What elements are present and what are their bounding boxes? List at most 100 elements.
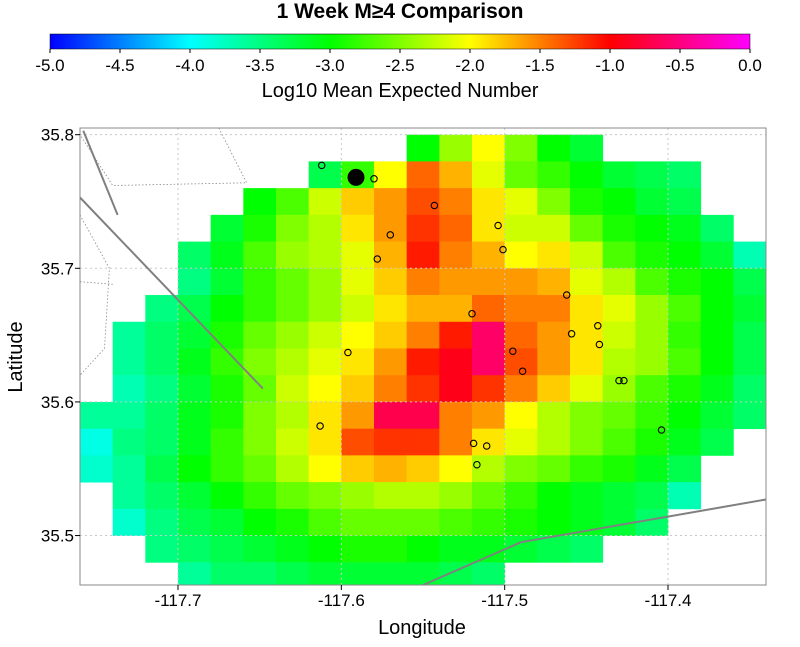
heatmap-cell <box>439 589 472 616</box>
heatmap-cell <box>406 375 440 403</box>
heatmap-cell <box>439 348 473 376</box>
heatmap-cell <box>472 562 506 585</box>
heatmap-cell <box>570 295 604 323</box>
heatmap-cell <box>243 562 277 585</box>
heatmap-cell <box>668 161 702 189</box>
heatmap-cell <box>243 508 277 536</box>
heatmap-cell <box>472 482 506 510</box>
heatmap-cell <box>537 375 571 403</box>
earthquake-marker <box>595 340 604 349</box>
heatmap-cell <box>406 295 440 323</box>
heatmap-cell <box>243 188 277 216</box>
heatmap-cell <box>668 241 702 269</box>
heatmap-cell <box>733 401 766 430</box>
heatmap-cell <box>635 375 669 403</box>
earthquake-marker <box>373 255 382 263</box>
heatmap-cell <box>504 214 538 242</box>
heatmap-cell <box>243 295 277 323</box>
heatmap-cell <box>570 134 604 162</box>
earthquake-marker <box>518 367 527 375</box>
heatmap-cell <box>733 321 766 349</box>
heatmap-cell <box>374 268 408 296</box>
heatmap-cell <box>210 268 244 296</box>
heatmap-cell <box>210 535 244 563</box>
heatmap-cell <box>308 188 342 216</box>
heatmap-cell <box>178 348 212 376</box>
heatmap-cell <box>308 295 342 323</box>
heatmap-cell <box>472 268 506 296</box>
heatmap-cell <box>276 401 310 430</box>
heatmap-cell <box>210 375 244 403</box>
heatmap-cell <box>407 589 440 616</box>
heatmap-cell <box>243 268 277 296</box>
fault-lines <box>80 130 766 585</box>
heatmap-cell <box>145 535 179 563</box>
heatmap-cell <box>439 161 473 189</box>
y-tick-label: 35.8 <box>41 126 74 145</box>
earthquake-marker <box>468 309 476 318</box>
heatmap-cell <box>374 295 408 323</box>
chart-title: 1 Week M≥4 Comparison <box>277 0 524 23</box>
earthquake-marker <box>344 348 352 357</box>
heatmap-cell <box>374 535 408 563</box>
heatmap-cell <box>537 214 571 242</box>
heatmap-cell <box>602 241 636 269</box>
heatmap-cell <box>635 241 669 269</box>
heatmap-cell <box>145 321 179 349</box>
heatmap-cell <box>602 455 636 483</box>
heatmap-cell <box>602 482 636 510</box>
gridlines <box>80 128 766 585</box>
heatmap-cell <box>341 295 375 323</box>
heatmap-cell <box>80 428 114 456</box>
heatmap-cell <box>504 134 538 162</box>
heatmap-cell <box>406 188 440 216</box>
heatmap-cell <box>635 455 669 483</box>
colorbar-tick-labels: -5.0 -4.5 -4.0 -3.5 -3.0 -2.5 -2.0 -1.5 -1.0 -0.5… <box>35 49 762 75</box>
heatmap-cell <box>537 188 571 216</box>
heatmap-cell <box>243 348 277 376</box>
heatmap-cell <box>602 321 636 349</box>
heatmap-cell <box>145 348 179 376</box>
heatmap-cell <box>570 455 604 483</box>
heatmap-cell <box>276 589 309 616</box>
earthquake-marker <box>562 291 571 299</box>
heatmap-cell <box>243 535 277 563</box>
heatmap-cell <box>537 428 571 456</box>
heatmap-cell <box>472 241 506 269</box>
heatmap-cell <box>668 401 702 430</box>
colorbar-tick-label: -0.5 <box>665 56 694 75</box>
heatmap-cell <box>374 508 408 536</box>
heatmap-cell <box>733 241 766 269</box>
heatmap-cell <box>308 482 342 510</box>
heatmap-cell <box>341 508 375 536</box>
heatmap-cell <box>178 562 212 585</box>
heatmap-cell <box>243 428 277 456</box>
colorbar-tick-label: 0.0 <box>738 56 762 75</box>
heatmap-cell <box>210 401 244 430</box>
heatmap-cell <box>439 241 473 269</box>
heatmap-cell <box>439 214 473 242</box>
heatmap-cell <box>308 241 342 269</box>
heatmap-cell <box>504 482 538 510</box>
heatmap-cell <box>439 268 473 296</box>
heatmap-cell <box>276 348 310 376</box>
heatmap-cell <box>635 508 669 536</box>
heatmap-cell <box>112 348 146 376</box>
earthquake-marker <box>316 422 324 430</box>
heatmap-cell <box>80 401 114 430</box>
heatmap-cell <box>210 508 244 536</box>
heatmap-cell <box>700 241 734 269</box>
plot-frame <box>79 127 767 586</box>
heatmap-cell <box>210 321 244 349</box>
heatmap-cell <box>374 161 408 189</box>
heatmap-cell <box>439 188 473 216</box>
heatmap-cell <box>406 455 440 483</box>
heatmap-cell <box>178 401 212 430</box>
heatmap-cell <box>537 134 571 162</box>
heatmap-cell <box>276 375 310 403</box>
heatmap-cell <box>374 188 408 216</box>
heatmap-cell <box>308 455 342 483</box>
heatmap-cell <box>635 188 669 216</box>
heatmap-cell <box>374 241 408 269</box>
heatmap-cell <box>504 188 538 216</box>
